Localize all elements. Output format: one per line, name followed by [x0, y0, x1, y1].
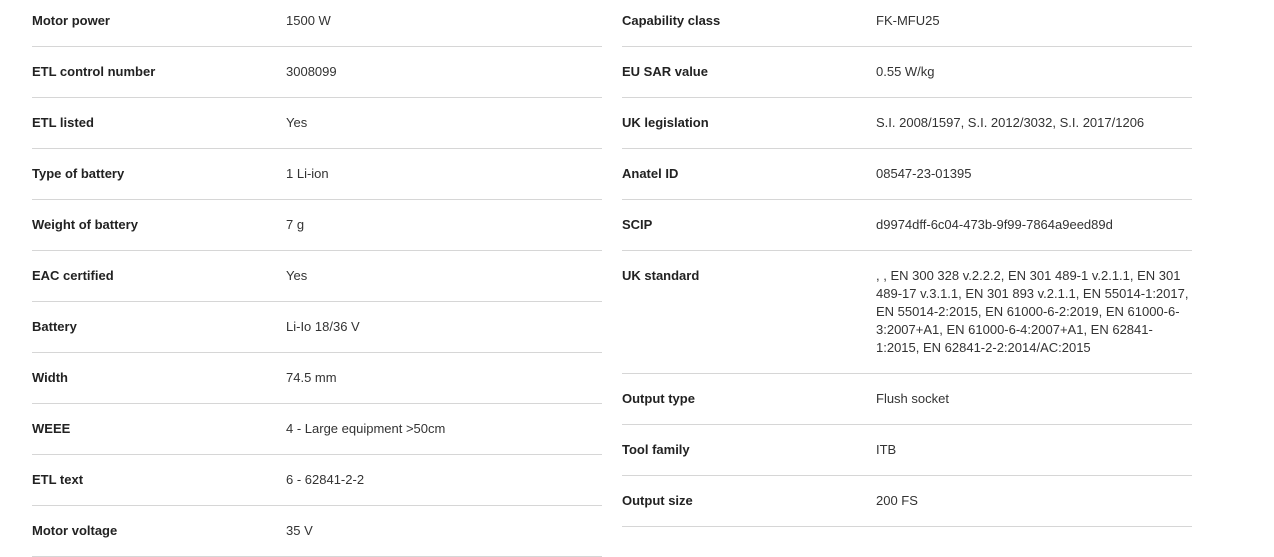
spec-value: S.I. 2008/1597, S.I. 2012/3032, S.I. 201…: [876, 115, 1145, 130]
spec-value: 74.5 mm: [286, 370, 337, 385]
spec-label: SCIP: [622, 217, 653, 232]
spec-value: 4 - Large equipment >50cm: [286, 421, 446, 436]
spec-value: 200 FS: [876, 493, 918, 508]
spec-row: EU SAR value 0.55 W/kg: [622, 47, 1192, 98]
spec-row: Type of battery 1 Li-ion: [32, 149, 602, 200]
spec-value: 0.55 W/kg: [876, 64, 935, 79]
spec-label: Motor voltage: [32, 523, 118, 538]
spec-value: 1500 W: [286, 13, 331, 28]
spec-value: 35 V: [286, 523, 313, 538]
spec-label: UK legislation: [622, 115, 709, 130]
spec-label: Output size: [622, 493, 693, 508]
spec-label: Width: [32, 370, 68, 385]
spec-row: ETL text 6 - 62841-2-2: [32, 455, 602, 506]
spec-row: UK legislation S.I. 2008/1597, S.I. 2012/…: [622, 98, 1192, 149]
spec-value: Flush socket: [876, 391, 949, 406]
spec-value: 1 Li-ion: [286, 166, 329, 181]
spec-label: Motor power: [32, 13, 110, 28]
spec-value: 3008099: [286, 64, 337, 79]
spec-label: UK standard: [622, 268, 700, 283]
spec-row: Width 74.5 mm: [32, 353, 602, 404]
spec-label: Weight of battery: [32, 217, 138, 232]
spec-row: Output size 200 FS: [622, 476, 1192, 527]
spec-value: Li-Io 18/36 V: [286, 319, 360, 334]
spec-value: 08547-23-01395: [876, 166, 972, 181]
spec-row: Tool family ITB: [622, 425, 1192, 476]
spec-row: ETL listed Yes: [32, 98, 602, 149]
spec-row: Anatel ID 08547-23-01395: [622, 149, 1192, 200]
spec-value: Yes: [286, 268, 308, 283]
spec-row: Capability class FK-MFU25: [622, 0, 1192, 47]
spec-label: WEEE: [32, 421, 71, 436]
spec-value: Yes: [286, 115, 308, 130]
spec-label: ETL text: [32, 472, 84, 487]
spec-row: Motor power 1500 W: [32, 0, 602, 47]
spec-label: Output type: [622, 391, 695, 406]
spec-table-left: Motor power 1500 W ETL control number 30080…: [32, 0, 602, 557]
spec-value: 6 - 62841-2-2: [286, 472, 365, 487]
spec-label: Battery: [32, 319, 77, 334]
spec-row: UK standard , , EN 300 328 v.2.2.2, EN 30…: [622, 251, 1192, 374]
spec-label: Tool family: [622, 442, 690, 457]
spec-value: , , EN 300 328 v.2.2.2, EN 301 489-1 v.2…: [876, 268, 1189, 355]
spec-row: ETL control number 3008099: [32, 47, 602, 98]
spec-row: Motor voltage 35 V: [32, 506, 602, 557]
spec-row: Output type Flush socket: [622, 374, 1192, 425]
spec-value: d9974dff-6c04-473b-9f99-7864a9eed89d: [876, 217, 1113, 232]
spec-row: WEEE 4 - Large equipment >50cm: [32, 404, 602, 455]
spec-value: FK-MFU25: [876, 13, 940, 28]
spec-label: Anatel ID: [622, 166, 679, 181]
spec-label: Capability class: [622, 13, 721, 28]
spec-table-right: Capability class FK-MFU25 EU SAR value 0.55…: [622, 0, 1192, 527]
spec-row: Weight of battery 7 g: [32, 200, 602, 251]
spec-label: EU SAR value: [622, 64, 708, 79]
spec-label: ETL listed: [32, 115, 94, 130]
spec-label: EAC certified: [32, 268, 114, 283]
spec-row: EAC certified Yes: [32, 251, 602, 302]
spec-value: ITB: [876, 442, 897, 457]
spec-row: SCIP d9974dff-6c04-473b-9f99-7864a9eed89d: [622, 200, 1192, 251]
spec-value: 7 g: [286, 217, 305, 232]
spec-row: Battery Li-Io 18/36 V: [32, 302, 602, 353]
spec-label: Type of battery: [32, 166, 125, 181]
spec-label: ETL control number: [32, 64, 156, 79]
